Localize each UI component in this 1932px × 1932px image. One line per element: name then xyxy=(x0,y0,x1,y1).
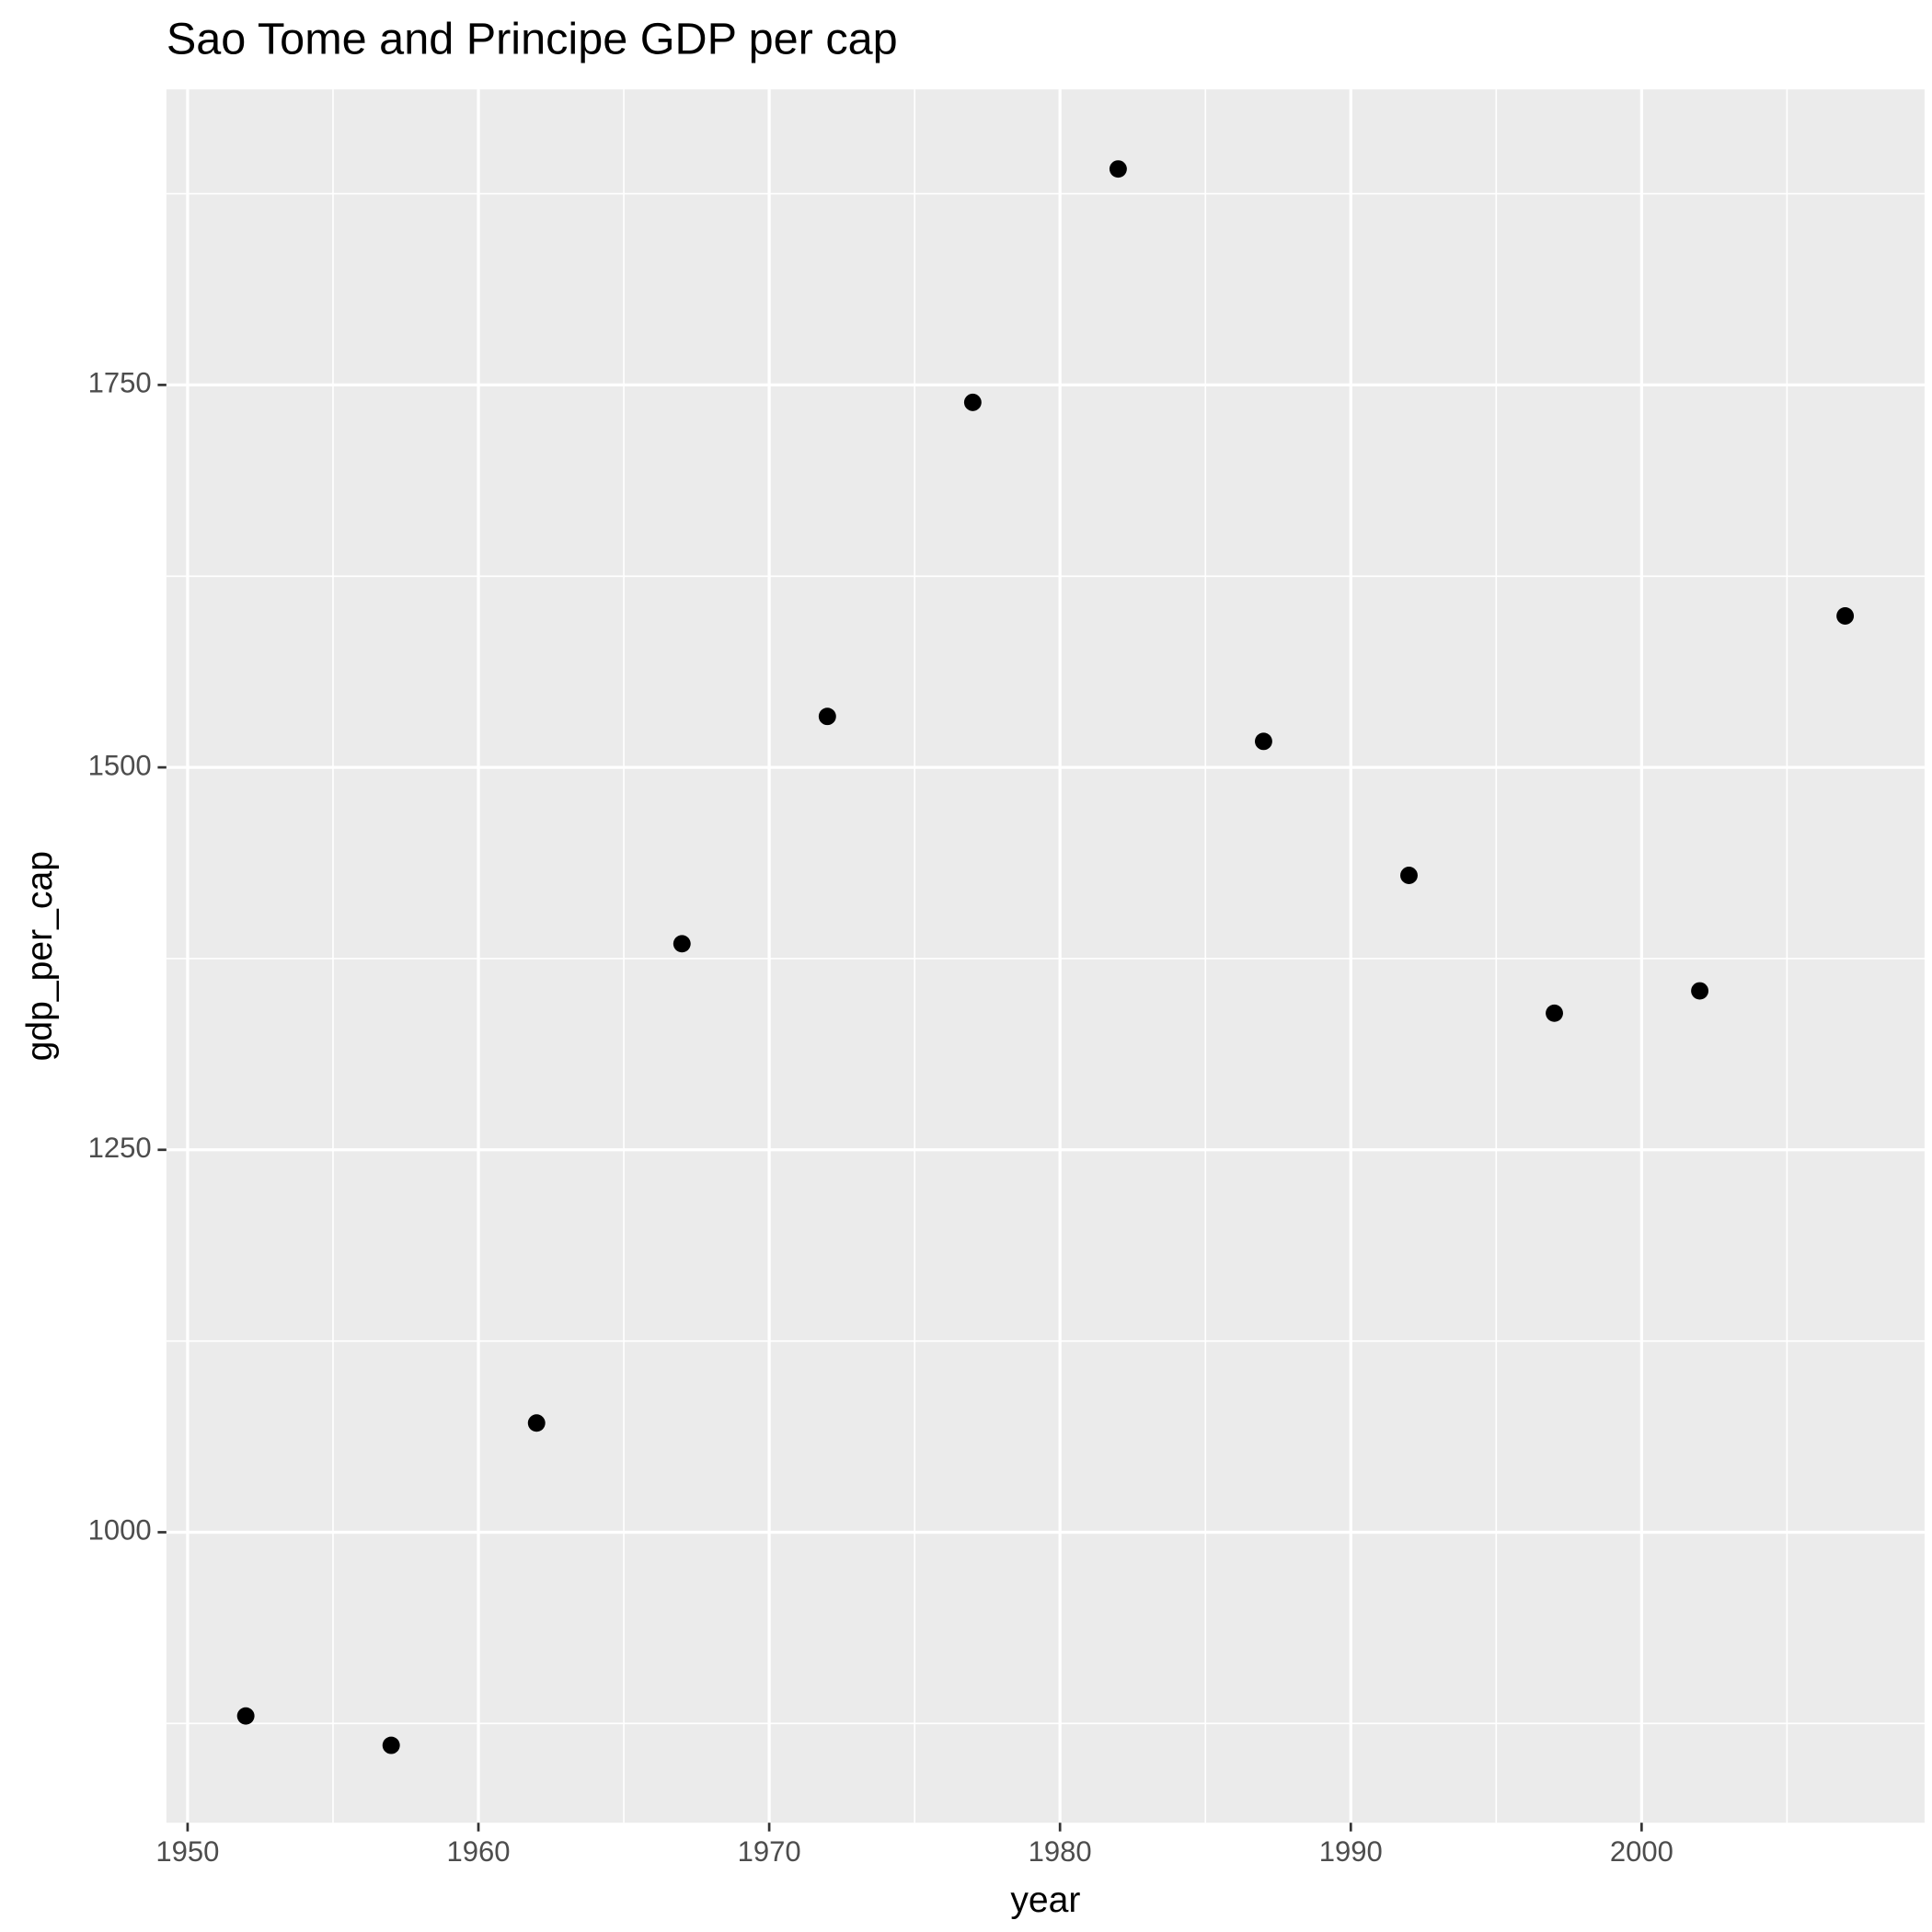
x-tick-label: 2000 xyxy=(1610,1835,1673,1868)
y-axis-label: gdp_per_cap xyxy=(20,851,60,1061)
y-tick-label: 1250 xyxy=(88,1132,152,1164)
x-tick-label: 1980 xyxy=(1029,1835,1092,1868)
x-tick-label: 1970 xyxy=(738,1835,801,1868)
x-tick-label: 1960 xyxy=(446,1835,510,1868)
y-tick-label: 1000 xyxy=(88,1514,152,1547)
y-tick-label: 1750 xyxy=(88,367,152,399)
chart-title: Sao Tome and Principe GDP per cap xyxy=(167,15,898,64)
data-point xyxy=(1546,1004,1563,1022)
data-point xyxy=(1109,160,1127,178)
data-point xyxy=(963,393,982,411)
x-tick-label: 1950 xyxy=(155,1835,219,1868)
data-point xyxy=(236,1707,255,1725)
data-point xyxy=(527,1414,546,1432)
data-point xyxy=(1836,607,1855,625)
data-point xyxy=(673,935,691,953)
x-tick-label: 1990 xyxy=(1319,1835,1383,1868)
plot-panel xyxy=(166,89,1925,1823)
y-tick-label: 1500 xyxy=(88,749,152,781)
data-point xyxy=(1691,982,1709,1000)
data-point xyxy=(1254,732,1272,751)
data-point xyxy=(382,1736,400,1754)
x-axis-label: year xyxy=(1010,1880,1080,1920)
data-point xyxy=(818,707,836,726)
grid xyxy=(166,89,1925,1823)
data-point xyxy=(1400,867,1418,884)
